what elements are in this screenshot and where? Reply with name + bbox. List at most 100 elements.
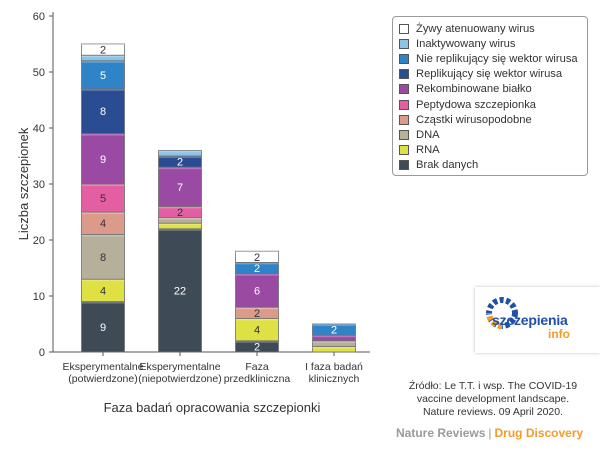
y-tick-label: 10: [33, 291, 45, 303]
legend-item: Żywy atenuowany wirus: [399, 21, 587, 36]
x-axis-label: Faza badań opracowania szczepionki: [104, 400, 321, 415]
bar-segment-highlight: [81, 301, 125, 304]
bar-segment-highlight: [235, 318, 279, 321]
legend-swatch: [399, 114, 409, 125]
bar-segment-highlight: [235, 273, 279, 276]
logo-text-main: szczepienia: [492, 312, 568, 328]
bar-segment: [158, 166, 202, 207]
bar-segment-highlight: [158, 150, 202, 153]
bar-segment: [312, 323, 356, 336]
data-label: 9: [100, 322, 106, 334]
bar-segment-highlight: [81, 234, 125, 237]
source-line: Nature reviews. 09 April 2020.: [422, 406, 564, 418]
bar-segment: [235, 250, 279, 263]
data-label: 2: [254, 263, 260, 275]
brand-separator: |: [488, 426, 492, 440]
bar-segment-highlight: [81, 279, 125, 282]
data-label: 4: [100, 285, 106, 297]
bar-segment: [81, 301, 125, 353]
bar-segment-highlight: [81, 88, 125, 91]
source-line: vaccine development landscape.: [416, 393, 570, 405]
legend-label: Brak danych: [416, 159, 479, 172]
x-tick-label: I faza badań klinicznych: [305, 361, 363, 385]
legend-item: Nie replikujący się wektor wirusa: [399, 51, 587, 66]
legend-swatch: [399, 38, 409, 49]
legend-swatch: [399, 84, 409, 95]
legend-label: Inaktywowany wirus: [416, 37, 516, 50]
y-tick-label: 20: [33, 235, 45, 247]
bar-segment-highlight: [158, 217, 202, 220]
x-tick-label: Faza przedkliniczna: [224, 361, 291, 385]
source-line: Źródło: Le T.T. i wsp. The COVID-19: [408, 380, 578, 392]
bar-segment: [158, 149, 202, 157]
bar-segment: [81, 88, 125, 135]
legend-swatch: [399, 99, 409, 110]
data-label: 2: [254, 341, 260, 353]
brand-name: Nature Reviews: [396, 426, 486, 440]
bar-segment-highlight: [235, 307, 279, 310]
bar-segment: [81, 183, 125, 213]
bar-segment-highlight: [235, 251, 279, 254]
data-label: 22: [174, 285, 186, 297]
bar-segment-highlight: [312, 346, 356, 349]
legend-label: Nie replikujący się wektor wirusa: [416, 52, 578, 65]
bar-segment-highlight: [312, 335, 356, 338]
x-tick-label: Eksperymentalne (potwierdzone): [62, 361, 143, 385]
legend-label: DNA: [416, 128, 440, 141]
legend-item: Rekombinowane białko: [399, 82, 587, 97]
bar-segment-highlight: [81, 60, 125, 63]
legend-item: Brak danych: [399, 158, 587, 173]
szczepienia-info-logo: szczepienia info: [475, 287, 600, 353]
y-tick-label: 40: [33, 123, 45, 135]
data-label: 6: [254, 285, 260, 297]
legend-label: Peptydowa szczepionka: [416, 98, 537, 111]
legend-label: Replikujący się wektor wirusa: [416, 68, 563, 81]
legend-label: RNA: [416, 144, 440, 157]
brand-journal: Drug Discovery: [494, 426, 584, 440]
source-note: Źródło: Le T.T. i wsp. The COVID-19 vacc…: [398, 380, 588, 419]
y-tick-label: 50: [33, 67, 45, 79]
bar-segment-highlight: [81, 55, 125, 58]
legend-item: Cząstki wirusopodobne: [399, 112, 587, 127]
y-tick-label: 30: [33, 179, 45, 191]
legend-swatch: [399, 23, 409, 34]
bar-segment-highlight: [158, 228, 202, 231]
legend-item: Peptydowa szczepionka: [399, 97, 587, 112]
legend-item: RNA: [399, 143, 587, 158]
bar-segment: [81, 233, 125, 280]
y-tick-label: 60: [33, 11, 45, 23]
data-label: 8: [100, 106, 106, 118]
legend-swatch: [399, 145, 409, 156]
legend-label: Żywy atenuowany wirus: [416, 22, 535, 35]
bar-segment-highlight: [158, 223, 202, 226]
bar-segment-highlight: [158, 206, 202, 209]
data-label: 2: [254, 308, 260, 320]
data-label: 2: [177, 207, 183, 219]
bar-segment-highlight: [235, 262, 279, 265]
legend-item: Inaktywowany wirus: [399, 36, 587, 51]
data-label: 5: [100, 193, 106, 205]
data-label: 9: [100, 154, 106, 166]
bar-segment-highlight: [312, 324, 356, 326]
logo-text-sub: info: [548, 327, 570, 341]
data-label: 8: [100, 252, 106, 264]
bar-segment-highlight: [81, 184, 125, 186]
data-label: 2: [177, 157, 183, 169]
data-label: 5: [100, 70, 106, 82]
y-axis-label: Liczba szczepionek: [16, 127, 31, 240]
legend-swatch: [399, 129, 409, 140]
x-tick-label: Eksperymentalne (niepotwierdzone): [138, 361, 221, 385]
y-tick-label: 0: [39, 347, 45, 359]
legend-label: Rekombinowane białko: [416, 83, 532, 96]
bar-segment: [81, 133, 125, 185]
legend-item: Replikujący się wektor wirusa: [399, 67, 587, 82]
bar-segment-highlight: [81, 133, 125, 136]
bar-segment-highlight: [235, 340, 279, 343]
bar-segment: [81, 43, 125, 56]
legend-label: Cząstki wirusopodobne: [416, 113, 532, 126]
bar-segment: [235, 273, 279, 308]
bar-segment-highlight: [81, 44, 125, 46]
data-label: 7: [177, 182, 183, 194]
legend-item: DNA: [399, 127, 587, 142]
